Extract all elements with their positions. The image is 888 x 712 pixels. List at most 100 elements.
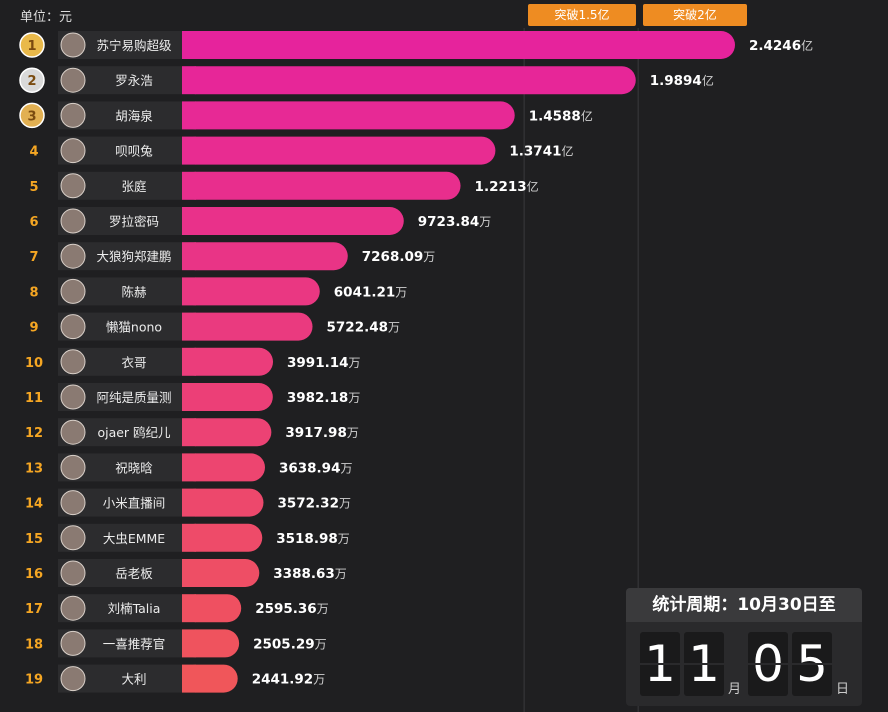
bar-14 <box>182 488 264 517</box>
rank-17: 17 <box>25 602 43 617</box>
rank-5: 5 <box>29 180 38 195</box>
rank-18: 18 <box>25 637 43 652</box>
value-unit-16: 万 <box>335 567 347 581</box>
value-label-1: 2.4246亿 <box>749 38 813 54</box>
avatar-15 <box>60 525 86 551</box>
value-label-15: 3518.98万 <box>276 531 350 547</box>
bar-13 <box>182 453 265 482</box>
rank-14: 14 <box>25 497 43 512</box>
value-unit-17: 万 <box>317 602 329 616</box>
bar-11 <box>182 383 273 411</box>
bar-15 <box>182 523 263 552</box>
bar-left-square-14 <box>182 488 196 517</box>
name-10: 衣哥 <box>121 355 146 370</box>
period-title: 统计周期：10月30日至 <box>626 588 862 622</box>
name-17: 刘楠Talia <box>108 601 161 616</box>
bar-left-square-2 <box>182 66 196 95</box>
name-9: 懒猫nono <box>106 320 162 335</box>
name-18: 一喜推荐官 <box>103 636 166 651</box>
avatar-12 <box>60 419 86 445</box>
rank-1: 1 <box>27 39 36 54</box>
rank-16: 16 <box>25 567 43 582</box>
threshold-badge-2: 突破2亿 <box>643 4 747 26</box>
value-label-14: 3572.32万 <box>277 496 351 512</box>
bar-left-square-8 <box>182 277 196 306</box>
avatar-11 <box>60 384 86 410</box>
month-unit: 月 <box>728 682 742 697</box>
day-digit-1: 0 <box>748 632 788 696</box>
avatar-10 <box>60 349 86 375</box>
rank-2: 2 <box>27 74 36 89</box>
value-unit-10: 万 <box>349 356 361 370</box>
bar-6 <box>182 207 404 235</box>
value-unit-8: 万 <box>395 285 407 299</box>
value-label-9: 5722.48万 <box>327 320 401 336</box>
value-label-5: 1.2213亿 <box>475 179 539 195</box>
avatar-9 <box>60 314 86 340</box>
name-5: 张庭 <box>121 179 147 194</box>
name-19: 大利 <box>121 672 146 687</box>
day-unit: 日 <box>836 682 850 697</box>
bar-9 <box>182 312 313 341</box>
bar-18 <box>182 629 240 658</box>
name-2: 罗永浩 <box>115 73 153 88</box>
name-14: 小米直播间 <box>103 496 166 511</box>
value-label-7: 7268.09万 <box>362 249 436 265</box>
month-digit-1: 1 <box>640 632 680 696</box>
bar-2 <box>182 66 636 95</box>
bar-8 <box>182 277 320 306</box>
name-6: 罗拉密码 <box>109 214 159 229</box>
avatar-18 <box>60 630 86 656</box>
threshold-badge-1-5: 突破1.5亿 <box>528 4 636 26</box>
value-label-13: 3638.94万 <box>279 460 353 476</box>
value-label-19: 2441.92万 <box>252 672 326 688</box>
bar-left-square-18 <box>182 629 196 658</box>
value-label-10: 3991.14万 <box>287 355 361 371</box>
avatar-3 <box>60 102 86 128</box>
bar-left-square-10 <box>182 347 196 376</box>
bar-left-square-16 <box>182 559 196 587</box>
bar-left-square-5 <box>182 171 196 200</box>
bar-left-square-19 <box>182 664 196 693</box>
bar-left-square-12 <box>182 418 196 447</box>
value-unit-13: 万 <box>340 461 352 475</box>
avatar-4 <box>60 138 86 164</box>
rank-11: 11 <box>25 391 43 406</box>
value-unit-5: 亿 <box>527 179 539 194</box>
bar-left-square-11 <box>182 383 196 411</box>
value-label-3: 1.4588亿 <box>529 108 593 124</box>
unit-label: 单位：元 <box>20 10 73 25</box>
bar-left-square-17 <box>182 594 196 623</box>
name-11: 阿纯是质量测 <box>96 390 171 405</box>
month-digit-2: 1 <box>684 632 724 696</box>
value-unit-3: 亿 <box>581 108 593 123</box>
avatar-2 <box>60 67 86 93</box>
bar-12 <box>182 418 272 447</box>
value-unit-18: 万 <box>315 637 327 651</box>
value-unit-6: 万 <box>479 215 491 229</box>
avatar-5 <box>60 173 86 199</box>
period-panel: 统计周期：10月30日至 1 1 月 0 5 日 <box>626 588 862 706</box>
value-unit-9: 万 <box>388 321 400 335</box>
rank-10: 10 <box>25 356 43 371</box>
name-15: 大虫EMME <box>103 531 165 546</box>
name-8: 陈赫 <box>121 284 147 299</box>
name-13: 祝晓晗 <box>115 460 153 475</box>
value-unit-4: 亿 <box>562 144 574 159</box>
avatar-6 <box>60 208 86 234</box>
bar-left-square-1 <box>182 31 196 59</box>
rank-medal-3 <box>19 102 45 129</box>
name-12: ojaer 鸥纪儿 <box>97 425 171 440</box>
value-unit-2: 亿 <box>702 73 714 88</box>
value-label-17: 2595.36万 <box>255 601 329 617</box>
value-label-6: 9723.84万 <box>418 214 492 230</box>
rank-19: 19 <box>25 673 43 688</box>
rank-13: 13 <box>25 461 43 476</box>
bar-10 <box>182 347 274 376</box>
bar-left-square-13 <box>182 453 196 482</box>
rank-3: 3 <box>27 109 36 124</box>
bar-left-square-7 <box>182 242 196 271</box>
name-1: 苏宁易购超级 <box>96 38 172 53</box>
rank-9: 9 <box>29 321 38 336</box>
